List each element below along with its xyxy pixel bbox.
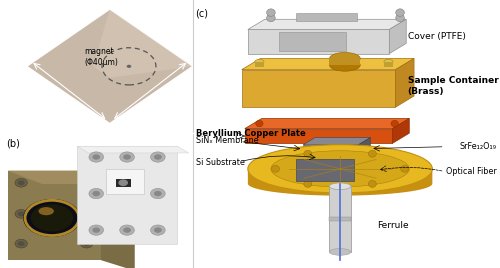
Ellipse shape [384, 59, 393, 64]
Polygon shape [27, 9, 192, 123]
Polygon shape [77, 146, 177, 244]
Text: 3 mm: 3 mm [6, 86, 25, 92]
Circle shape [368, 150, 376, 157]
Circle shape [150, 152, 165, 162]
Polygon shape [77, 146, 188, 153]
Circle shape [304, 180, 312, 187]
Text: magnet
(Φ40μm): magnet (Φ40μm) [84, 47, 118, 67]
Polygon shape [93, 9, 192, 78]
Polygon shape [396, 58, 414, 107]
Circle shape [18, 180, 24, 185]
Polygon shape [245, 118, 410, 129]
Ellipse shape [248, 145, 432, 193]
Ellipse shape [31, 204, 73, 232]
Ellipse shape [38, 207, 54, 215]
Circle shape [391, 120, 398, 127]
FancyBboxPatch shape [330, 186, 351, 252]
Circle shape [18, 241, 24, 246]
Polygon shape [8, 170, 135, 184]
Circle shape [123, 154, 131, 160]
Ellipse shape [330, 59, 360, 71]
Text: (b): (b) [6, 138, 20, 148]
Circle shape [126, 65, 132, 68]
Circle shape [120, 225, 134, 235]
Ellipse shape [271, 151, 409, 187]
Circle shape [154, 191, 162, 196]
FancyBboxPatch shape [106, 169, 144, 193]
Circle shape [15, 178, 28, 187]
FancyBboxPatch shape [278, 32, 346, 51]
Circle shape [154, 154, 162, 160]
Circle shape [123, 227, 131, 233]
Circle shape [18, 211, 24, 216]
Polygon shape [8, 170, 100, 260]
Polygon shape [242, 70, 396, 107]
Polygon shape [392, 118, 409, 143]
Circle shape [150, 188, 165, 199]
Text: SiNₓ Membrane: SiNₓ Membrane [196, 136, 258, 145]
Polygon shape [242, 58, 414, 70]
Ellipse shape [330, 183, 351, 190]
FancyBboxPatch shape [384, 62, 393, 67]
Circle shape [80, 239, 93, 248]
Circle shape [266, 9, 275, 16]
Circle shape [118, 179, 128, 186]
Circle shape [368, 180, 376, 187]
Ellipse shape [330, 249, 351, 255]
Text: Si Substrate: Si Substrate [196, 158, 244, 167]
Polygon shape [248, 29, 390, 54]
Ellipse shape [255, 59, 264, 64]
Circle shape [304, 150, 312, 157]
Circle shape [400, 165, 408, 172]
Circle shape [92, 191, 100, 196]
Circle shape [396, 9, 404, 16]
Text: Optical Fiber: Optical Fiber [446, 167, 497, 176]
Circle shape [266, 14, 275, 22]
Circle shape [120, 152, 134, 162]
Circle shape [89, 225, 104, 235]
Polygon shape [358, 137, 370, 159]
Text: (c): (c) [196, 8, 208, 18]
FancyBboxPatch shape [255, 62, 264, 67]
Circle shape [83, 180, 90, 185]
Circle shape [80, 178, 93, 187]
Circle shape [154, 227, 162, 233]
FancyBboxPatch shape [116, 179, 131, 187]
Circle shape [272, 165, 280, 172]
Polygon shape [245, 129, 392, 143]
Polygon shape [100, 170, 135, 268]
Polygon shape [248, 169, 432, 196]
Polygon shape [303, 137, 370, 145]
Circle shape [92, 227, 100, 233]
FancyBboxPatch shape [330, 58, 360, 65]
Polygon shape [390, 19, 406, 54]
Text: SrFe₁₂O₁₉: SrFe₁₂O₁₉ [460, 142, 497, 151]
Circle shape [89, 188, 104, 199]
Polygon shape [248, 19, 406, 29]
Circle shape [256, 120, 263, 127]
Text: Sample Container
(Brass): Sample Container (Brass) [408, 76, 498, 96]
Circle shape [15, 239, 28, 248]
Ellipse shape [330, 53, 360, 65]
Polygon shape [296, 13, 357, 21]
Ellipse shape [23, 199, 81, 237]
Text: Cover (PTFE): Cover (PTFE) [408, 32, 466, 41]
Circle shape [92, 154, 100, 160]
FancyBboxPatch shape [296, 159, 354, 181]
Circle shape [396, 14, 404, 22]
Text: Beryllium Copper Plate: Beryllium Copper Plate [196, 129, 306, 138]
Circle shape [150, 225, 165, 235]
Text: Ferrule: Ferrule [377, 221, 408, 230]
Polygon shape [303, 145, 358, 159]
Text: 3 mm: 3 mm [196, 86, 216, 92]
Circle shape [15, 210, 28, 218]
Circle shape [83, 241, 90, 246]
FancyBboxPatch shape [330, 217, 351, 221]
Circle shape [89, 152, 104, 162]
Text: (a): (a) [6, 5, 20, 15]
